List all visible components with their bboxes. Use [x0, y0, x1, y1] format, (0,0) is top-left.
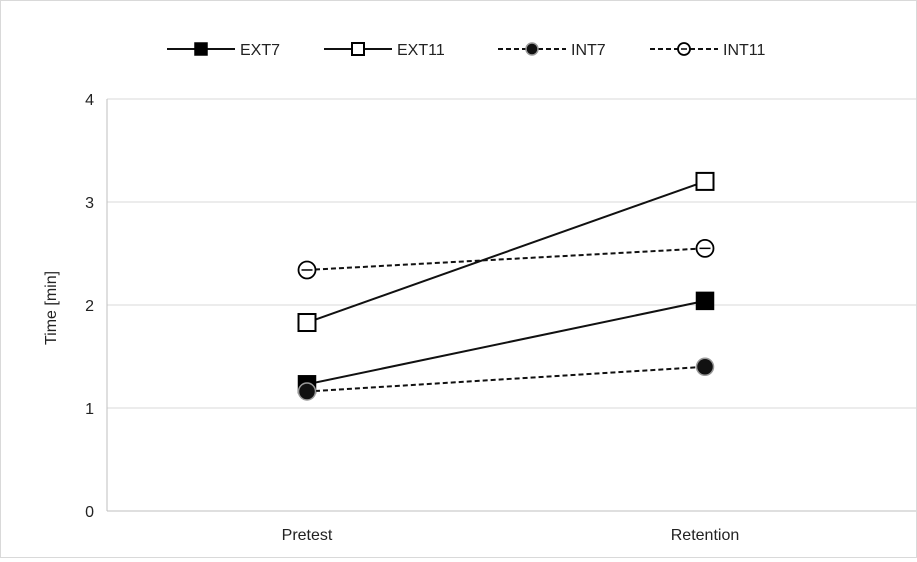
data-point-ext11-pretest	[297, 313, 317, 333]
data-point-ext11-retention	[695, 171, 715, 191]
legend-item-ext11: EXT11	[324, 42, 445, 59]
data-point-ext7-retention	[695, 291, 715, 311]
series-lines	[306, 180, 706, 393]
series-line-ext11	[306, 180, 706, 324]
data-point-int7-pretest	[297, 382, 317, 401]
y-axis: 0 1 2 3 4	[85, 92, 108, 521]
data-point-int7-retention	[695, 357, 715, 377]
y-tick-label: 0	[85, 504, 94, 521]
legend-item-int7: INT7	[498, 42, 606, 59]
y-tick-label: 3	[85, 195, 94, 212]
legend: EXT7 EXT11 INT7 INT11	[167, 42, 765, 59]
series-line-int11	[306, 247, 706, 271]
legend-label: INT11	[723, 42, 765, 59]
legend-label: EXT7	[240, 42, 280, 59]
x-tick-label: Retention	[671, 527, 740, 544]
y-tick-label: 1	[85, 401, 94, 418]
legend-marker	[677, 42, 691, 56]
legend-item-int11: INT11	[650, 42, 765, 59]
x-axis: Pretest Retention	[107, 510, 916, 544]
data-point-int11-retention	[695, 238, 715, 258]
legend-marker	[194, 42, 208, 56]
legend-label: INT7	[571, 42, 606, 59]
legend-marker	[525, 42, 539, 56]
legend-item-ext7: EXT7	[167, 42, 280, 59]
y-tick-label: 2	[85, 298, 94, 315]
series-line-ext7	[306, 299, 706, 386]
legend-marker	[351, 42, 365, 56]
series-line-int7	[306, 365, 706, 393]
gridlines	[107, 98, 916, 409]
y-tick-label: 4	[85, 92, 94, 109]
legend-label: EXT11	[397, 42, 445, 59]
data-point-int11-pretest	[297, 260, 317, 280]
y-axis-label: Time [min]	[43, 271, 60, 345]
x-tick-label: Pretest	[282, 527, 333, 544]
series-markers	[297, 171, 715, 401]
